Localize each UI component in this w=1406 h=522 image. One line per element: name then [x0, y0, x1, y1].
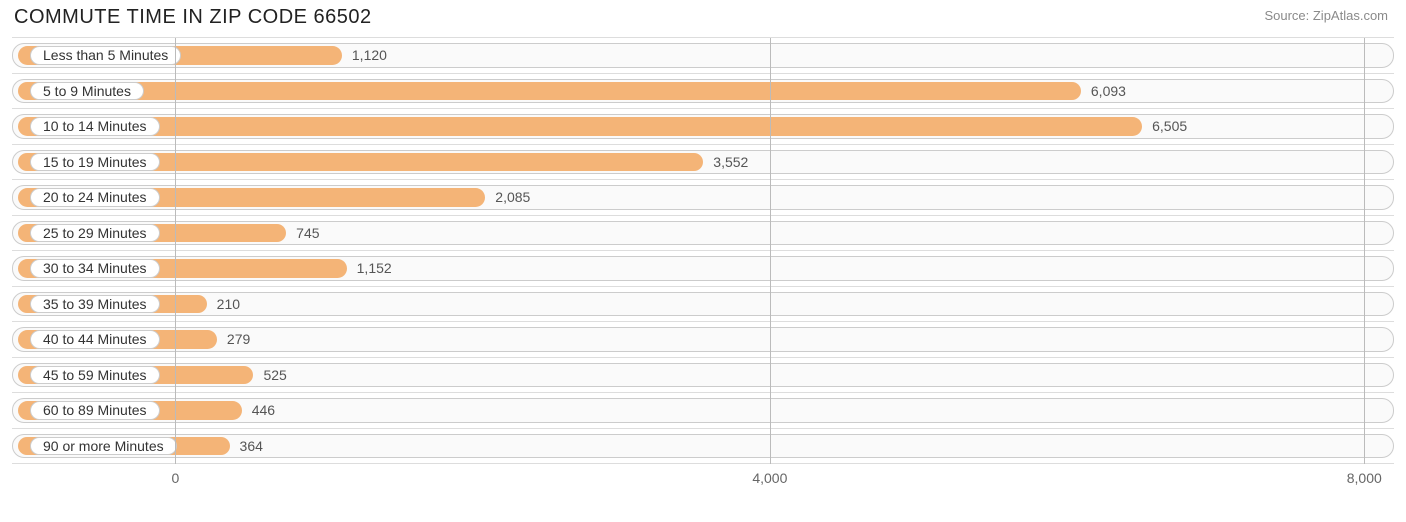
value-label: 745 — [286, 221, 319, 246]
value-label: 2,085 — [485, 185, 530, 210]
value-label: 1,152 — [347, 256, 392, 281]
value-label: 279 — [217, 327, 250, 352]
category-pill: 40 to 44 Minutes — [30, 330, 160, 349]
category-pill: 60 to 89 Minutes — [30, 401, 160, 420]
chart-row: 10 to 14 Minutes 6,505 — [12, 109, 1394, 145]
category-pill: 10 to 14 Minutes — [30, 117, 160, 136]
chart-area: Less than 5 Minutes 1,120 5 to 9 Minutes 6,… — [12, 37, 1394, 494]
chart-row: 40 to 44 Minutes 279 — [12, 322, 1394, 358]
category-pill: 30 to 34 Minutes — [30, 259, 160, 278]
category-pill: 5 to 9 Minutes — [30, 82, 144, 101]
bar — [18, 82, 1081, 101]
category-pill: 35 to 39 Minutes — [30, 295, 160, 314]
value-label: 1,120 — [342, 43, 387, 68]
value-label: 3,552 — [703, 150, 748, 175]
category-pill: 45 to 59 Minutes — [30, 366, 160, 385]
chart-row: 35 to 39 Minutes 210 — [12, 287, 1394, 323]
category-pill: 15 to 19 Minutes — [30, 153, 160, 172]
chart-row: 20 to 24 Minutes 2,085 — [12, 180, 1394, 216]
bar — [18, 117, 1142, 136]
x-axis: 0 4,000 8,000 — [12, 464, 1394, 494]
chart-row: 5 to 9 Minutes 6,093 — [12, 74, 1394, 110]
chart-source: Source: ZipAtlas.com — [1264, 6, 1388, 23]
value-label: 525 — [253, 363, 286, 388]
value-label: 446 — [242, 398, 275, 423]
category-pill: 20 to 24 Minutes — [30, 188, 160, 207]
x-tick-label: 4,000 — [752, 470, 787, 486]
value-label: 210 — [207, 292, 240, 317]
value-label: 6,093 — [1081, 79, 1126, 104]
x-tick-label: 0 — [172, 470, 180, 486]
chart-row: 15 to 19 Minutes 3,552 — [12, 145, 1394, 181]
category-pill: Less than 5 Minutes — [30, 46, 181, 65]
value-label: 364 — [230, 434, 263, 459]
value-label: 6,505 — [1142, 114, 1187, 139]
chart-row: 30 to 34 Minutes 1,152 — [12, 251, 1394, 287]
category-pill: 90 or more Minutes — [30, 437, 177, 456]
chart-row: 45 to 59 Minutes 525 — [12, 358, 1394, 394]
chart-row: 25 to 29 Minutes 745 — [12, 216, 1394, 252]
chart-row: 60 to 89 Minutes 446 — [12, 393, 1394, 429]
x-tick-label: 8,000 — [1347, 470, 1382, 486]
category-pill: 25 to 29 Minutes — [30, 224, 160, 243]
chart-row: 90 or more Minutes 364 — [12, 429, 1394, 465]
chart-title: COMMUTE TIME IN ZIP CODE 66502 — [14, 6, 372, 29]
chart-row: Less than 5 Minutes 1,120 — [12, 38, 1394, 74]
chart-rows: Less than 5 Minutes 1,120 5 to 9 Minutes 6,… — [12, 37, 1394, 464]
